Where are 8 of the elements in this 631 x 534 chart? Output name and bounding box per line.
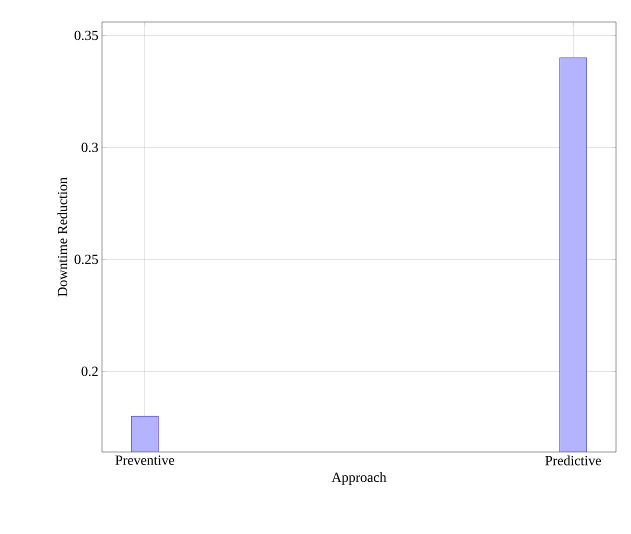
y-tick-label: 0.35 xyxy=(74,30,98,40)
y-tick-label: 0.2 xyxy=(82,366,98,376)
x-axis-title: Approach xyxy=(332,472,386,485)
x-tick-label: Predictive xyxy=(545,456,601,466)
y-axis-title: Downtime Reduction xyxy=(57,177,68,296)
y-tick-label: 0.3 xyxy=(82,142,98,152)
y-tick-label: 0.25 xyxy=(74,254,98,264)
x-tick-label: Preventive xyxy=(115,456,174,465)
